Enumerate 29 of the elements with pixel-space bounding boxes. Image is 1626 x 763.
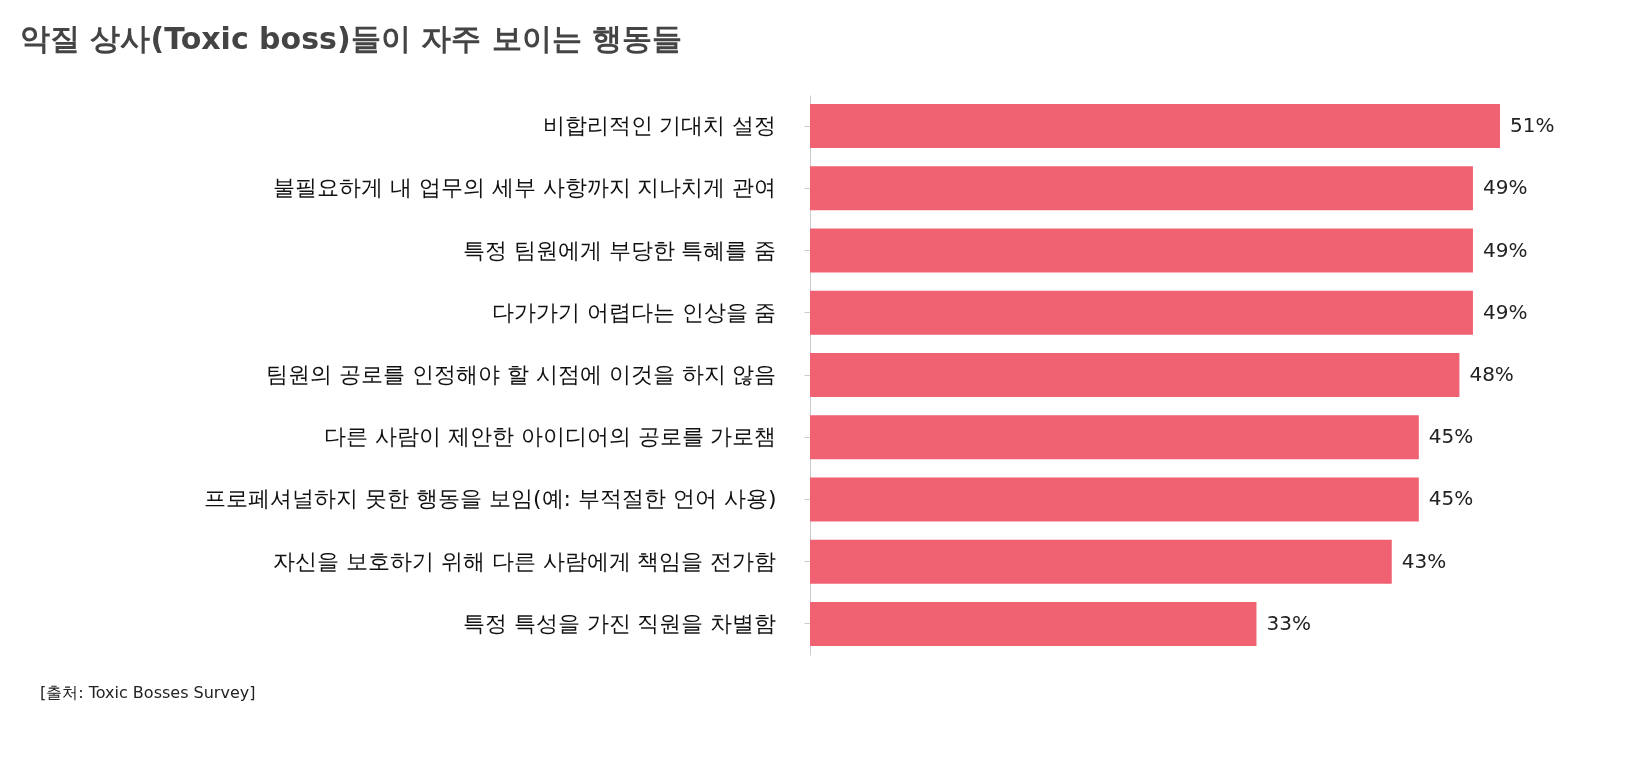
y-tick-label: 비합리적인 기대치 설정 xyxy=(542,113,777,139)
bar xyxy=(810,415,1419,460)
data-label: 49% xyxy=(1482,175,1528,200)
bar xyxy=(810,104,1500,149)
y-tick-label: 자신을 보호하기 위해 다른 사람에게 책임을 전가함 xyxy=(272,548,777,574)
y-tick-label: 특정 팀원에게 부당한 특혜를 줌 xyxy=(462,237,777,263)
data-label: 48% xyxy=(1469,362,1514,386)
y-tick-label: 불필요하게 내 업무의 세부 사항까지 지나치게 관여 xyxy=(272,175,777,201)
y-tick-label: 프로페셔널하지 못한 행동을 보임(예: 부적절한 언어 사용) xyxy=(203,486,777,512)
bar xyxy=(810,539,1392,584)
data-label: 49% xyxy=(1482,237,1528,262)
y-tick-label: 특정 특성을 가진 직원을 차별함 xyxy=(462,610,777,636)
bar xyxy=(810,601,1257,646)
data-label: 33% xyxy=(1266,610,1311,635)
text: [출처: Toxic Bosses Survey] xyxy=(40,683,256,702)
y-tick-label: 다른 사람이 제안한 아이디어의 공로를 가로챔 xyxy=(323,424,777,450)
y-tick-label: 다가가기 어렵다는 인상을 줌 xyxy=(491,299,777,325)
bar xyxy=(810,290,1473,335)
bar xyxy=(810,228,1473,273)
bar xyxy=(810,477,1419,522)
data-label: 51% xyxy=(1510,113,1555,138)
bar xyxy=(810,166,1473,211)
data-label: 45% xyxy=(1428,486,1474,511)
y-tick-label: 팀원의 공로를 인정해야 할 시점에 이것을 하지 않음 xyxy=(265,362,777,387)
data-label: 49% xyxy=(1482,299,1528,324)
bar xyxy=(810,353,1460,397)
text: 악질 상사(Toxic boss)들이 자주 보이는 행동들 xyxy=(20,21,682,56)
data-label: 45% xyxy=(1428,424,1474,449)
data-label: 43% xyxy=(1401,548,1447,573)
